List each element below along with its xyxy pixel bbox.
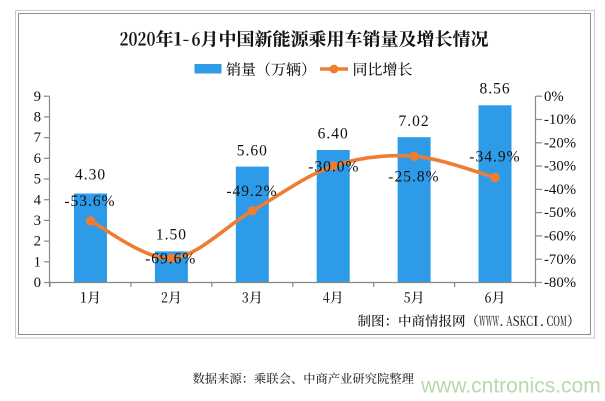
svg-text:4: 4 [34,192,42,208]
svg-text:4.30: 4.30 [75,167,106,184]
svg-text:1: 1 [34,254,41,270]
svg-text:www.cntronics.com: www.cntronics.com [420,374,601,397]
svg-text:0: 0 [34,275,41,291]
svg-text:-70%: -70% [544,252,576,268]
svg-text:5.60: 5.60 [237,143,268,160]
svg-text:-30%: -30% [544,159,576,175]
svg-text:3: 3 [34,213,41,229]
svg-text:5: 5 [34,172,41,188]
svg-text:-25.8%: -25.8% [388,168,439,185]
svg-text:-50%: -50% [544,205,576,221]
svg-text:-34.9%: -34.9% [469,149,520,166]
svg-text:6: 6 [34,151,41,167]
svg-text:-80%: -80% [544,275,576,291]
svg-text:1.50: 1.50 [156,227,187,244]
svg-text:-30.0%: -30.0% [308,159,359,176]
svg-text:-60%: -60% [544,229,576,245]
svg-text:6.40: 6.40 [318,126,349,143]
svg-text:-53.6%: -53.6% [64,193,115,210]
svg-text:9: 9 [34,89,41,105]
svg-text:7: 7 [34,130,41,146]
svg-text:2: 2 [34,234,41,250]
svg-text:-10%: -10% [544,112,576,128]
svg-text:-69.6%: -69.6% [145,251,196,268]
svg-text:8: 8 [34,110,41,126]
svg-text:7.02: 7.02 [399,113,430,130]
svg-text:-49.2%: -49.2% [226,183,277,200]
svg-text:-20%: -20% [544,135,576,151]
svg-text:-40%: -40% [544,182,576,198]
svg-text:8.56: 8.56 [479,81,510,98]
svg-text:0%: 0% [544,89,564,105]
